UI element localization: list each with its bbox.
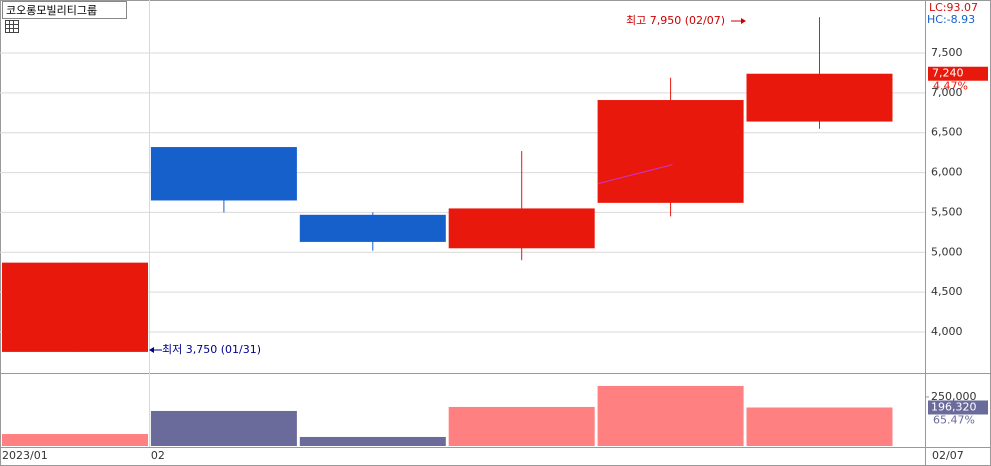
candle-body	[299, 214, 446, 242]
y-tick-label: 6,500	[931, 126, 963, 139]
y-tick-label: 4,500	[931, 285, 963, 298]
x-tick-label: 2023/01	[2, 449, 48, 462]
candle-body	[2, 262, 148, 352]
low-note: 최저 3,750 (01/31)	[162, 343, 261, 356]
title-box	[2, 1, 127, 19]
y-tick-label: 5,500	[931, 205, 963, 218]
title: 코오롱모빌리티그룹	[6, 4, 97, 17]
volume-bar	[597, 385, 744, 446]
price-box	[928, 66, 988, 81]
high-arrow	[731, 18, 746, 24]
x-tick-label: 02/07	[932, 449, 964, 462]
y-tick-label: 6,000	[931, 166, 963, 179]
lc: LC:93.07	[929, 1, 978, 14]
candle-body	[746, 73, 893, 122]
volume-bar	[150, 410, 297, 446]
candle-body	[150, 147, 297, 201]
volume-box	[928, 400, 988, 415]
candle-body	[597, 100, 744, 203]
y-tick-label: 5,000	[931, 245, 963, 258]
volume-bar	[299, 436, 446, 446]
y-tick-label: 4,000	[931, 325, 963, 338]
current-volume: 196,320	[931, 400, 977, 413]
volume-bar	[2, 434, 148, 446]
high-note: 최고 7,950 (02/07)	[626, 14, 725, 27]
volume-bar	[448, 406, 595, 446]
change: 4.47%	[933, 80, 968, 93]
volume-bar	[746, 407, 893, 446]
current-price: 7,240	[932, 67, 964, 80]
ratio: 65.47%	[933, 413, 975, 426]
low-arrow	[149, 347, 162, 353]
plot: 4,000 4,500 5,000 5,500 6,000 6,500 7,000 7,500…	[0, 17, 988, 462]
table-icon	[5, 20, 19, 33]
hc: HC:-8.93	[927, 13, 975, 26]
moving-average	[597, 164, 673, 185]
y-tick-label: 7,000	[931, 86, 963, 99]
candle-body	[448, 208, 595, 249]
y-tick-label: 250,000	[931, 390, 977, 403]
x-tick-label: 02	[151, 449, 165, 462]
y-tick-label: 7,500	[931, 46, 963, 59]
